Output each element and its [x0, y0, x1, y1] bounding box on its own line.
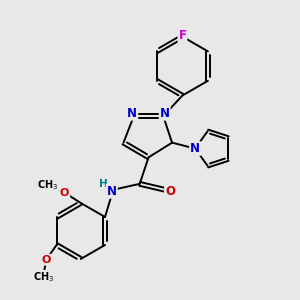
Text: CH$_3$: CH$_3$: [37, 178, 58, 192]
Text: O: O: [60, 188, 69, 198]
Text: F: F: [178, 29, 186, 42]
Text: N: N: [160, 107, 170, 120]
Text: N: N: [107, 185, 117, 198]
Text: O: O: [42, 255, 51, 265]
Text: N: N: [190, 142, 200, 155]
Text: N: N: [127, 107, 137, 120]
Text: H: H: [98, 179, 107, 189]
Text: O: O: [165, 185, 175, 198]
Text: CH$_3$: CH$_3$: [33, 270, 54, 284]
